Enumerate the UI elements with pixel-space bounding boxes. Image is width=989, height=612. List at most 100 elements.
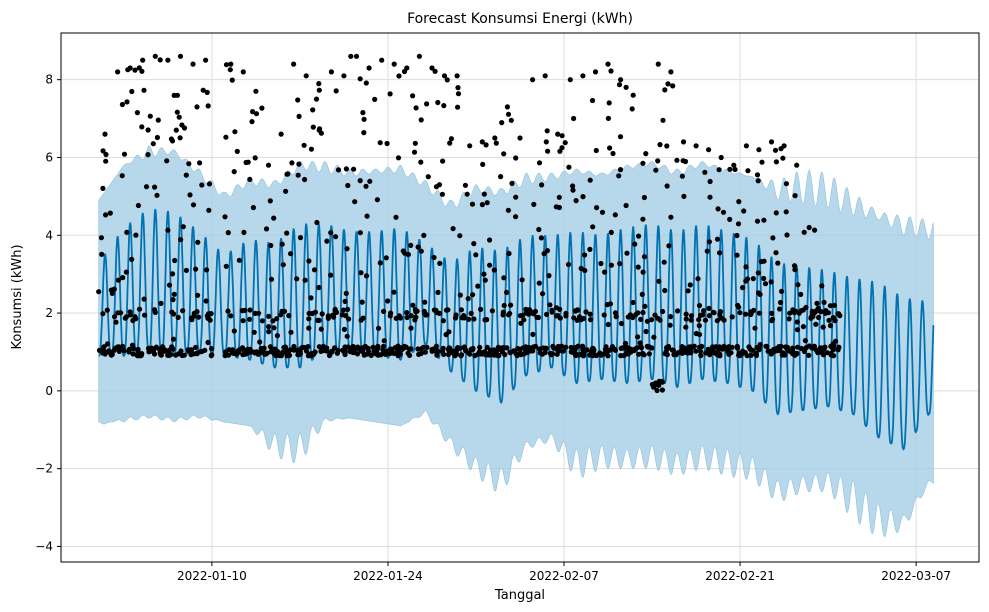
observed-point [588, 317, 594, 323]
observed-point [450, 226, 456, 232]
observed-point [617, 134, 624, 140]
observed-point [697, 348, 704, 354]
observed-point [139, 68, 145, 74]
observed-point [640, 160, 646, 166]
observed-point [359, 299, 365, 305]
observed-point [641, 194, 648, 201]
observed-point [653, 167, 659, 173]
observed-point [179, 352, 185, 359]
observed-point [151, 307, 158, 313]
observed-point [652, 312, 658, 318]
observed-point [440, 345, 446, 351]
observed-point [681, 193, 687, 199]
observed-point [103, 151, 109, 158]
observed-point [377, 140, 383, 146]
observed-point [250, 205, 256, 211]
observed-point [498, 174, 504, 180]
observed-point [197, 160, 203, 166]
observed-point [616, 82, 623, 88]
observed-point [543, 139, 549, 145]
observed-point [457, 292, 463, 298]
observed-point [436, 182, 443, 188]
observed-point [754, 218, 761, 224]
observed-point [688, 317, 694, 323]
observed-point [683, 311, 689, 317]
observed-point [500, 345, 506, 351]
observed-point [347, 349, 353, 355]
observed-point [703, 350, 709, 356]
observed-point [264, 350, 270, 356]
observed-point [152, 53, 158, 59]
observed-point [544, 311, 550, 317]
observed-point [225, 308, 231, 314]
observed-point [124, 229, 130, 235]
observed-point [335, 347, 341, 353]
observed-point [791, 263, 798, 269]
observed-point [794, 319, 800, 325]
x-tick-label: 2022-01-10 [177, 569, 247, 583]
observed-point [635, 310, 641, 316]
observed-point [341, 326, 347, 332]
observed-point [508, 117, 514, 123]
observed-point [249, 119, 255, 125]
observed-point [635, 334, 641, 340]
observed-point [743, 311, 749, 317]
observed-point [795, 344, 801, 350]
observed-point [641, 254, 648, 260]
observed-point [513, 155, 519, 161]
observed-point [130, 345, 136, 352]
observed-point [734, 252, 740, 258]
observed-point [667, 322, 673, 328]
observed-point [324, 238, 330, 244]
observed-point [416, 351, 422, 357]
x-tick-label: 2022-02-21 [705, 569, 775, 583]
observed-point [593, 147, 599, 154]
observed-point [504, 289, 510, 295]
observed-point [640, 216, 646, 222]
observed-point [306, 316, 312, 322]
observed-point [316, 81, 322, 87]
observed-point [363, 80, 369, 86]
observed-point [223, 134, 229, 140]
observed-point [801, 229, 807, 235]
observed-point [343, 166, 349, 172]
observed-point [105, 341, 111, 347]
observed-point [284, 230, 290, 236]
observed-point [129, 88, 135, 95]
observed-point [291, 343, 297, 350]
observed-point [769, 310, 775, 316]
observed-point [286, 313, 292, 319]
observed-point [820, 352, 827, 358]
observed-point [385, 298, 391, 304]
observed-point [395, 353, 401, 359]
observed-point [553, 313, 560, 319]
observed-point [147, 348, 154, 354]
observed-point [819, 283, 825, 289]
observed-point [445, 351, 452, 358]
observed-point [189, 317, 195, 323]
observed-point [707, 178, 713, 185]
observed-point [768, 139, 775, 145]
observed-point [794, 162, 800, 168]
observed-point [422, 299, 428, 305]
observed-point [659, 379, 666, 385]
observed-point [487, 262, 493, 268]
observed-point [479, 139, 485, 145]
observed-point [477, 344, 483, 350]
observed-point [388, 347, 394, 354]
observed-point [608, 68, 614, 74]
observed-point [171, 311, 177, 317]
forecast-path [98, 208, 935, 451]
observed-point [203, 298, 209, 304]
observed-point [190, 202, 197, 208]
observed-point [469, 201, 476, 207]
observed-point [629, 106, 635, 112]
observed-point [345, 306, 351, 312]
observed-point [96, 289, 102, 295]
observed-point [174, 92, 180, 98]
observed-point [787, 310, 793, 316]
observed-point [589, 97, 596, 104]
observed-point [792, 267, 798, 273]
observed-point [563, 344, 569, 350]
observed-point [713, 344, 719, 350]
